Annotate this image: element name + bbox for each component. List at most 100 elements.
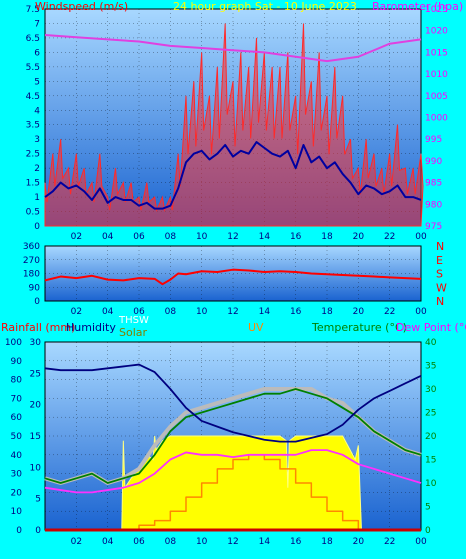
x-tick-label: 18 <box>321 307 333 317</box>
humidity-tick: 40 <box>11 451 23 461</box>
direction-tick: 90 <box>29 283 41 293</box>
x-tick-label: 02 <box>71 232 82 242</box>
wind-barometer-panel: 00.511.522.533.544.555.566.577.5 9759809… <box>26 0 464 242</box>
windspeed-tick: 0.5 <box>26 208 40 218</box>
rainfall-label: Rainfall (mm) <box>1 321 75 334</box>
x-tick-label: 10 <box>196 232 208 242</box>
x-tick-label: 00 <box>415 537 427 547</box>
humidity-tick: 100 <box>5 338 22 348</box>
x-tick-label: 06 <box>133 307 145 317</box>
x-tick-label: 10 <box>196 537 208 547</box>
humidity-tick: 80 <box>11 376 23 386</box>
temp-x-ticks: 02 04 06 08 10 12 14 16 18 20 22 00 <box>71 537 427 547</box>
barometer-tick: 1025 <box>425 5 448 15</box>
x-tick-label: 14 <box>259 232 271 242</box>
compass-label: N <box>436 295 444 308</box>
chart-title: 24 hour graph Sat - 10 June 2023 <box>173 0 357 13</box>
barometer-tick: 975 <box>425 222 442 232</box>
wind-average-series <box>44 141 422 210</box>
humidity-tick: 30 <box>11 470 23 480</box>
x-tick-label: 04 <box>102 537 114 547</box>
humidity-tick: 90 <box>11 357 23 367</box>
rain-tick: 30 <box>30 338 42 348</box>
x-tick-label: 18 <box>321 232 333 242</box>
direction-left-ticks: 0 90 180 270 360 <box>23 242 40 307</box>
x-tick-label: 16 <box>290 537 302 547</box>
compass-label: S <box>436 268 443 281</box>
windspeed-tick: 4 <box>34 106 40 116</box>
x-tick-label: 12 <box>227 307 238 317</box>
windspeed-tick: 3.5 <box>26 121 40 131</box>
humidity-tick: 20 <box>11 488 23 498</box>
x-tick-label: 08 <box>165 232 177 242</box>
barometer-tick: 985 <box>425 179 442 189</box>
direction-tick: 270 <box>23 256 40 266</box>
humidity-tick: 50 <box>11 432 23 442</box>
temperature-tick: 40 <box>425 338 437 348</box>
dew-point-label: Dew Point (°C) <box>396 321 466 334</box>
x-tick-label: 04 <box>102 307 114 317</box>
x-tick-label: 16 <box>290 232 302 242</box>
x-tick-label: 12 <box>227 232 238 242</box>
direction-grid <box>45 246 422 301</box>
x-tick-label: 06 <box>133 537 145 547</box>
temp-right-ticks: 0 5 10 15 20 25 30 35 40 <box>425 338 437 536</box>
windspeed-tick: 1 <box>34 193 40 203</box>
x-tick-label: 22 <box>384 232 395 242</box>
wind-right-ticks: 975 980 985 990 995 1000 1005 1010 1015 1020 1025 <box>425 5 448 232</box>
dew-point-series <box>44 449 422 494</box>
barometer-tick: 1015 <box>425 48 448 58</box>
x-tick-label: 08 <box>165 537 177 547</box>
humidity-tick: 70 <box>11 394 23 404</box>
wind-gust-series <box>44 23 424 227</box>
wind-direction-series <box>44 268 422 286</box>
rain-tick: 15 <box>30 432 41 442</box>
x-tick-label: 20 <box>353 537 365 547</box>
direction-tick: 0 <box>34 297 40 307</box>
temperature-label: Temperature (°C) <box>311 321 407 334</box>
temperature-series <box>44 388 422 484</box>
x-tick-label: 14 <box>259 307 271 317</box>
rain-tick: 5 <box>35 495 41 505</box>
x-tick-label: 08 <box>165 307 177 317</box>
humidity-tick: 10 <box>11 507 23 517</box>
barometer-tick: 1005 <box>425 92 448 102</box>
temperature-tick: 25 <box>425 409 436 419</box>
windspeed-tick: 2 <box>34 164 40 174</box>
rain-tick: 25 <box>30 369 41 379</box>
wind-series <box>44 23 424 227</box>
windspeed-tick: 6.5 <box>26 34 40 44</box>
uv-series <box>45 454 421 531</box>
thsw-label: THSW <box>118 315 149 326</box>
rain-tick: 0 <box>35 526 41 536</box>
windspeed-tick: 6 <box>34 48 40 58</box>
x-tick-label: 10 <box>196 307 208 317</box>
x-tick-label: 14 <box>259 537 271 547</box>
x-tick-label: 20 <box>353 307 365 317</box>
windspeed-tick: 5.5 <box>26 63 40 73</box>
temperature-tick: 15 <box>425 456 436 466</box>
x-tick-label: 06 <box>133 232 145 242</box>
x-tick-label: 02 <box>71 537 82 547</box>
x-tick-label: 18 <box>321 537 333 547</box>
temp-series <box>44 363 422 532</box>
solar-label: Solar <box>119 326 148 339</box>
windspeed-axis-label: Windspeed (m/s) <box>35 0 128 13</box>
x-tick-label: 00 <box>415 307 427 317</box>
x-tick-label: 04 <box>102 232 114 242</box>
windspeed-tick: 0 <box>34 222 40 232</box>
windspeed-tick: 7.5 <box>26 5 40 15</box>
temperature-tick: 5 <box>425 503 431 513</box>
windspeed-tick: 3 <box>34 135 40 145</box>
x-tick-label: 20 <box>353 232 365 242</box>
barometer-series <box>44 34 422 63</box>
rain-tick: 20 <box>30 401 42 411</box>
direction-series <box>44 268 422 286</box>
rain-tick: 10 <box>30 463 42 473</box>
barometer-tick: 995 <box>425 135 442 145</box>
direction-tick: 180 <box>23 270 40 280</box>
